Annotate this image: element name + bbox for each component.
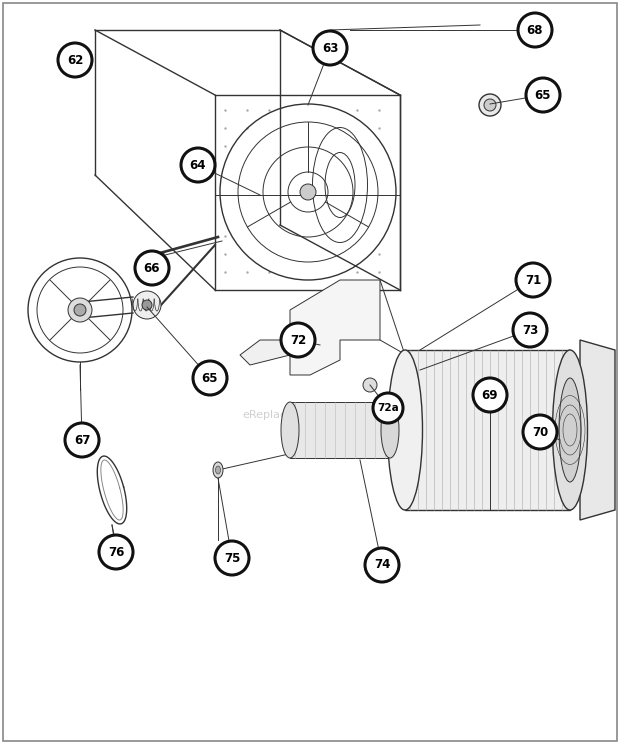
Circle shape — [516, 263, 550, 297]
Polygon shape — [290, 402, 390, 458]
Ellipse shape — [552, 350, 588, 510]
Polygon shape — [405, 350, 570, 510]
Circle shape — [181, 148, 215, 182]
Text: 64: 64 — [190, 158, 206, 172]
Text: 68: 68 — [527, 24, 543, 36]
Circle shape — [518, 13, 552, 47]
Text: 63: 63 — [322, 42, 338, 54]
Text: 72: 72 — [290, 333, 306, 347]
Circle shape — [215, 541, 249, 575]
Circle shape — [133, 291, 161, 319]
Circle shape — [65, 423, 99, 457]
Circle shape — [99, 535, 133, 569]
Circle shape — [373, 393, 403, 423]
Circle shape — [363, 378, 377, 392]
Circle shape — [523, 415, 557, 449]
Text: 70: 70 — [532, 426, 548, 438]
Circle shape — [142, 300, 152, 310]
Text: 76: 76 — [108, 545, 124, 559]
Circle shape — [473, 378, 507, 412]
Text: 73: 73 — [522, 324, 538, 336]
Text: 65: 65 — [202, 371, 218, 385]
Text: 67: 67 — [74, 434, 90, 446]
Circle shape — [74, 304, 86, 316]
Circle shape — [513, 313, 547, 347]
Text: 71: 71 — [525, 274, 541, 286]
Text: eReplacementParts.com: eReplacementParts.com — [242, 410, 378, 420]
Circle shape — [193, 361, 227, 395]
Circle shape — [58, 43, 92, 77]
Text: 74: 74 — [374, 559, 390, 571]
Circle shape — [281, 323, 315, 357]
Ellipse shape — [216, 466, 221, 474]
Text: 62: 62 — [67, 54, 83, 66]
Circle shape — [300, 184, 316, 200]
Text: 72a: 72a — [377, 403, 399, 413]
Ellipse shape — [559, 378, 581, 482]
Circle shape — [135, 251, 169, 285]
Circle shape — [68, 298, 92, 322]
Ellipse shape — [381, 402, 399, 458]
Text: 75: 75 — [224, 551, 240, 565]
Circle shape — [365, 548, 399, 582]
Polygon shape — [580, 340, 615, 520]
Text: 69: 69 — [482, 388, 498, 402]
Circle shape — [313, 31, 347, 65]
Ellipse shape — [388, 350, 422, 510]
Circle shape — [526, 78, 560, 112]
Text: 65: 65 — [534, 89, 551, 101]
Ellipse shape — [213, 462, 223, 478]
Ellipse shape — [484, 99, 496, 111]
Polygon shape — [290, 280, 380, 375]
Polygon shape — [240, 340, 290, 365]
Ellipse shape — [479, 94, 501, 116]
Ellipse shape — [281, 402, 299, 458]
Text: 66: 66 — [144, 261, 160, 275]
